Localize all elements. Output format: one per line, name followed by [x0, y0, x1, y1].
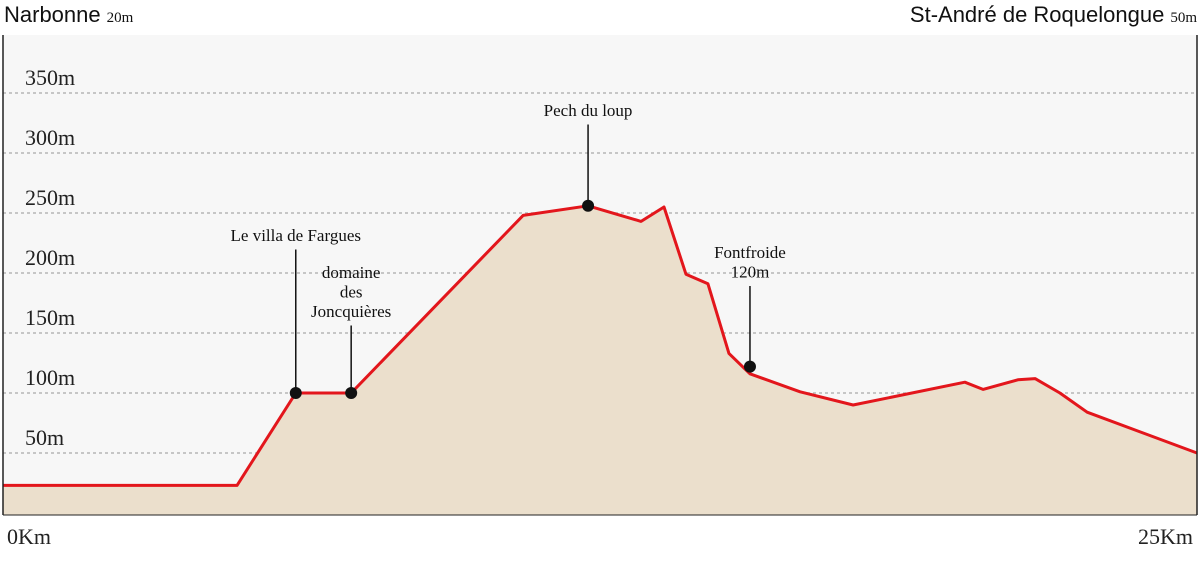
- annotation-line: Le villa de Fargues: [231, 226, 361, 245]
- annotation-label: Pech du loup: [544, 101, 633, 120]
- y-tick-label: 100m: [25, 365, 75, 390]
- y-tick-label: 50m: [25, 425, 64, 450]
- y-tick-label: 350m: [25, 65, 75, 90]
- end-name: St-André de Roquelongue: [910, 2, 1164, 27]
- annotation-label: Le villa de Fargues: [231, 226, 361, 245]
- annotation-marker: [289, 387, 302, 399]
- annotation-line: Pech du loup: [544, 101, 633, 120]
- annotation-label: Fontfroide 120m: [714, 243, 786, 282]
- start-altitude: 20m: [107, 10, 134, 26]
- end-altitude: 50m: [1170, 10, 1197, 26]
- annotation-line: Joncquières: [311, 302, 391, 321]
- x-tick-label: 25Km: [1138, 524, 1193, 549]
- annotation-marker: [743, 360, 756, 373]
- start-header: Narbonne 20m: [4, 2, 134, 27]
- annotation-marker: [582, 199, 595, 212]
- y-tick-label: 200m: [25, 245, 75, 270]
- annotation-line: 120m: [731, 263, 770, 282]
- x-tick-label: 0Km: [7, 524, 51, 549]
- annotation-marker: [345, 387, 358, 399]
- start-name: Narbonne: [4, 2, 101, 27]
- annotation-line: Fontfroide: [714, 243, 786, 262]
- annotation-line: des: [340, 283, 363, 302]
- elevation-line: [3, 204, 1198, 487]
- annotation-line: domaine: [322, 263, 381, 282]
- elevation-area: [3, 205, 1197, 516]
- y-tick-label: 300m: [25, 125, 75, 150]
- annotation-label: domaine des Joncquières: [311, 263, 391, 321]
- end-header: St-André de Roquelongue 50m: [910, 2, 1197, 27]
- y-tick-label: 150m: [25, 305, 75, 330]
- y-tick-label: 250m: [25, 185, 75, 210]
